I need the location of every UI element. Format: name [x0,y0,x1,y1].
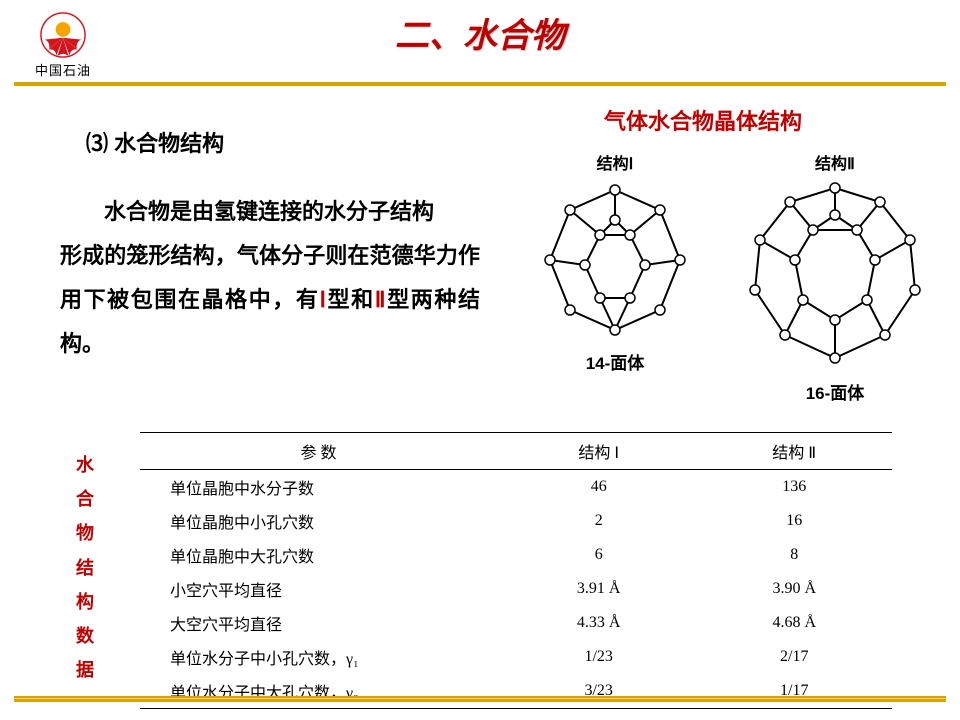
vlabel-text: 水合物结构数据 [76,455,94,680]
th-param: 参数 [140,433,501,470]
structure-1-top-label: 结构Ⅰ [520,150,710,174]
data-table: 参数 结构 Ⅰ 结构 Ⅱ 单位晶胞中水分子数46136 单位晶胞中小孔穴数216… [140,432,892,709]
header-rule [14,82,946,86]
tetradecahedron-icon [530,180,700,340]
body-paragraph: 水合物是由氢键连接的水分子结构 形成的笼形结构，气体分子则在范德华力作用下被包围… [60,190,480,366]
table-row: 大空穴平均直径4.33 Å4.68 Å [140,606,892,640]
table-row: 单位晶胞中小孔穴数216 [140,504,892,538]
table-row: 单位水分子中大孔穴数，γ₂3/231/17 [140,674,892,709]
table-row: 单位水分子中小孔穴数，γ₁1/232/17 [140,640,892,674]
section-subhead: ⑶ 水合物结构 [86,126,224,158]
structure-1-bottom-label: 14-面体 [520,349,710,374]
table-row: 单位晶胞中水分子数46136 [140,470,892,505]
body-mid: 型和 [328,287,375,312]
table-header-row: 参数 结构 Ⅰ 结构 Ⅱ [140,433,892,470]
structure-2-bottom-label: 16-面体 [730,379,940,404]
body-roman2: Ⅱ [375,287,387,312]
table-vertical-label: 水合物结构数据 [76,448,94,687]
body-line1: 水合物是由氢键连接的水分子结构 [104,199,434,224]
logo-company-name: 中国石油 [18,60,108,79]
table-row: 单位晶胞中大孔穴数68 [140,538,892,572]
footer-rule [14,696,946,702]
table-row: 小空穴平均直径3.91 Å3.90 Å [140,572,892,606]
figure-caption: 气体水合物晶体结构 [604,104,802,136]
hydrate-table: 参数 结构 Ⅰ 结构 Ⅱ 单位晶胞中水分子数46136 单位晶胞中小孔穴数216… [140,432,892,709]
body-roman1: Ⅰ [320,287,328,312]
structure-2-top-label: 结构Ⅱ [730,150,940,174]
th-s1: 结构 Ⅰ [501,433,697,470]
hexadecahedron-icon [735,180,935,370]
th-s2: 结构 Ⅱ [696,433,892,470]
crystal-figure: 结构Ⅰ 14-面体 结构 [510,150,940,410]
structure-1-block: 结构Ⅰ 14-面体 [520,150,710,374]
page-title: 二、水合物 [0,8,960,57]
structure-2-block: 结构Ⅱ 16-面体 [730,150,940,404]
